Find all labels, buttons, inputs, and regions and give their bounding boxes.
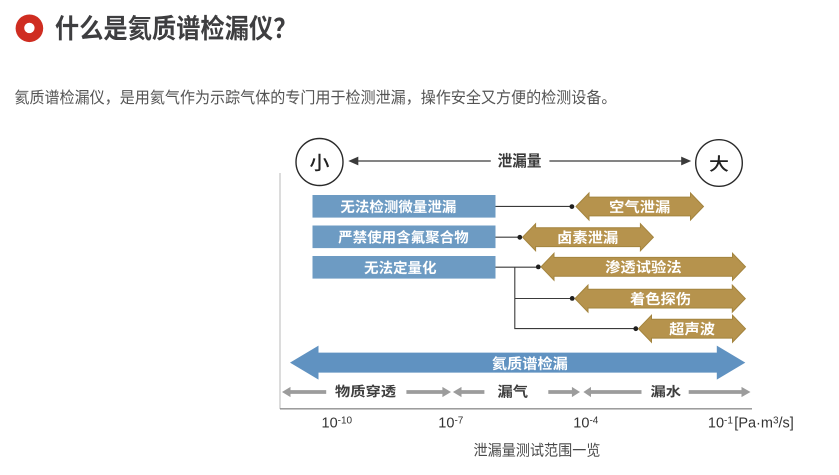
svg-text:[Pa·m3/s]: [Pa·m3/s]	[734, 416, 794, 432]
